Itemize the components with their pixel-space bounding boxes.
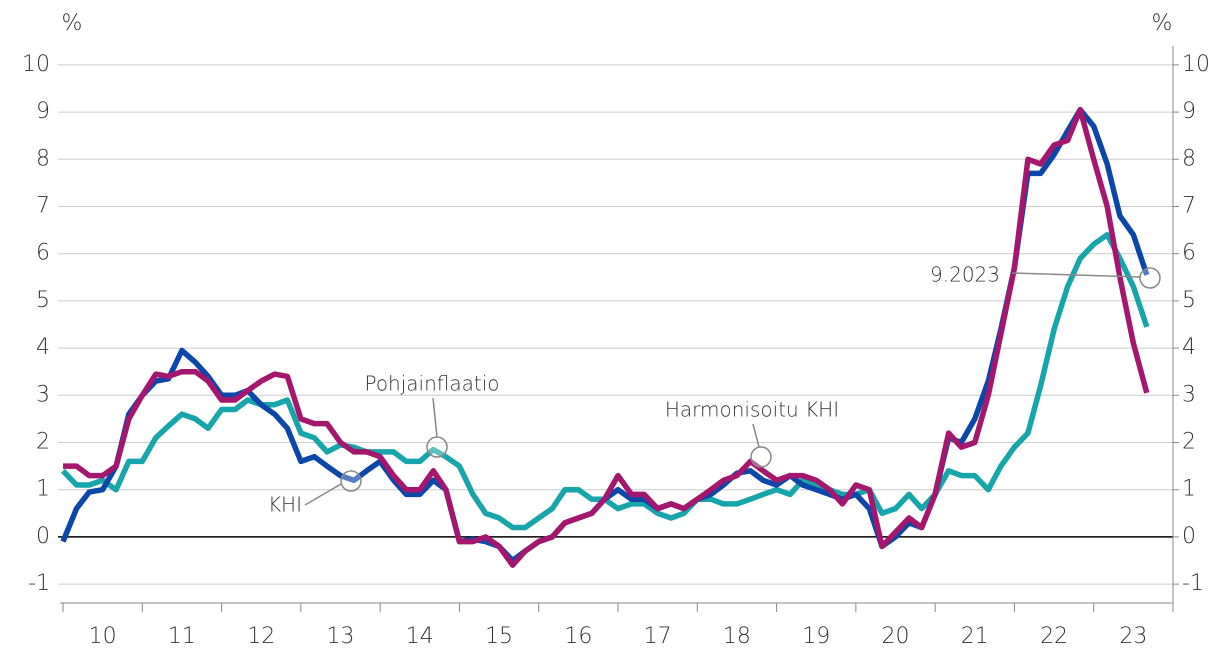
y-tick-label-right: 5 bbox=[1182, 288, 1196, 313]
y-tick-label: 9 bbox=[36, 99, 50, 124]
y-tick-label: 5 bbox=[36, 288, 50, 313]
x-tick-label: 20 bbox=[882, 624, 910, 649]
y-tick-label: 3 bbox=[36, 382, 50, 407]
y-tick-label: 7 bbox=[36, 193, 50, 218]
y-tick-label: 6 bbox=[36, 241, 50, 266]
annotations bbox=[304, 267, 1161, 506]
x-tick-label: 12 bbox=[247, 624, 275, 649]
x-tick-label: 19 bbox=[802, 624, 830, 649]
x-tick-label: 10 bbox=[89, 624, 117, 649]
x-tick-label: 11 bbox=[168, 624, 196, 649]
x-tick-label: 13 bbox=[327, 624, 355, 649]
annotation: Harmonisoitu KHI bbox=[665, 398, 839, 422]
annotation: KHI bbox=[268, 493, 302, 517]
x-tick-label: 23 bbox=[1119, 624, 1147, 649]
x-tick-label: 22 bbox=[1040, 624, 1068, 649]
y-tick-label-right: 6 bbox=[1182, 241, 1196, 266]
marker-circle bbox=[426, 436, 448, 458]
y-tick-label: 2 bbox=[36, 430, 50, 455]
y-tick-label: 8 bbox=[36, 146, 50, 171]
y-tick-label: 10 bbox=[22, 52, 50, 77]
marker-circle bbox=[1139, 267, 1161, 289]
y-tick-label-right: 8 bbox=[1182, 146, 1196, 171]
x-tick-label: 18 bbox=[723, 624, 751, 649]
y-unit-right: % bbox=[1152, 11, 1173, 36]
y-tick-label-right: -1 bbox=[1182, 571, 1204, 596]
y-tick-label-right: 1 bbox=[1182, 477, 1196, 502]
y-tick-label: -1 bbox=[28, 571, 50, 596]
x-tick-label: 16 bbox=[564, 624, 592, 649]
x-tick-label: 14 bbox=[406, 624, 434, 649]
y-tick-label: 4 bbox=[36, 335, 50, 360]
y-tick-label-right: 3 bbox=[1182, 382, 1196, 407]
y-tick-label: 1 bbox=[36, 477, 50, 502]
x-tick-label: 17 bbox=[644, 624, 672, 649]
leader bbox=[752, 423, 760, 448]
y-tick-label-right: 2 bbox=[1182, 430, 1196, 455]
y-tick-label: 0 bbox=[36, 524, 50, 549]
y-unit-left: % bbox=[62, 11, 83, 36]
marker-circle bbox=[750, 446, 772, 468]
annotation: 9.2023 bbox=[930, 263, 1000, 287]
lines bbox=[60, 106, 1150, 568]
leader bbox=[432, 397, 438, 438]
annotation: Pohjainflaatio bbox=[364, 372, 499, 396]
y-tick-label-right: 10 bbox=[1182, 52, 1210, 77]
y-tick-label-right: 0 bbox=[1182, 524, 1196, 549]
grid bbox=[58, 46, 1179, 612]
leader bbox=[1011, 272, 1141, 278]
x-tick-label: 21 bbox=[961, 624, 989, 649]
y-tick-label-right: 4 bbox=[1182, 335, 1196, 360]
leader bbox=[304, 483, 342, 506]
series-line bbox=[60, 106, 1150, 564]
x-tick-label: 15 bbox=[485, 624, 513, 649]
y-tick-label-right: 9 bbox=[1182, 99, 1196, 124]
series-line bbox=[63, 106, 1150, 568]
marker-circle bbox=[340, 470, 362, 492]
y-tick-label-right: 7 bbox=[1182, 193, 1196, 218]
